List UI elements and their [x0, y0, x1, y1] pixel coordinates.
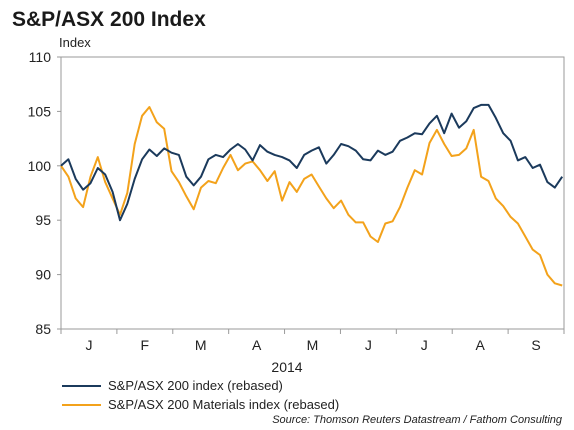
y-axis-label: Index [59, 35, 91, 50]
plot-area-frame [60, 56, 565, 330]
legend-label-asx200: S&P/ASX 200 index (rebased) [108, 378, 283, 393]
x-tick-label: J [365, 337, 372, 353]
x-tick-label: J [85, 337, 92, 353]
x-tick-label: A [252, 337, 262, 353]
legend-label-materials: S&P/ASX 200 Materials index (rebased) [108, 397, 339, 412]
y-axis: 85 90 95 100 105 110 [28, 49, 61, 337]
y-tick-label: 110 [29, 49, 52, 65]
legend: S&P/ASX 200 index (rebased) S&P/ASX 200 … [62, 378, 339, 412]
y-tick-label: 90 [35, 267, 51, 283]
x-tick-label: S [531, 337, 540, 353]
y-tick-label: 85 [35, 321, 51, 337]
x-axis-year-label: 2014 [271, 359, 302, 375]
source-note: Source: Thomson Reuters Datastream / Fat… [272, 414, 563, 426]
x-tick-label: J [421, 337, 428, 353]
y-tick-label: 100 [28, 158, 52, 174]
y-tick-label: 95 [35, 212, 51, 228]
chart-title: S&P/ASX 200 Index [12, 8, 206, 31]
series-line-asx200 [60, 103, 564, 222]
x-tick-label: F [141, 337, 150, 353]
x-tick-label: M [195, 337, 207, 353]
x-tick-label: A [475, 337, 485, 353]
x-tick-label: M [307, 337, 319, 353]
series-lines [60, 103, 564, 287]
series-line-materials [60, 106, 563, 287]
y-tick-label: 105 [28, 103, 52, 119]
